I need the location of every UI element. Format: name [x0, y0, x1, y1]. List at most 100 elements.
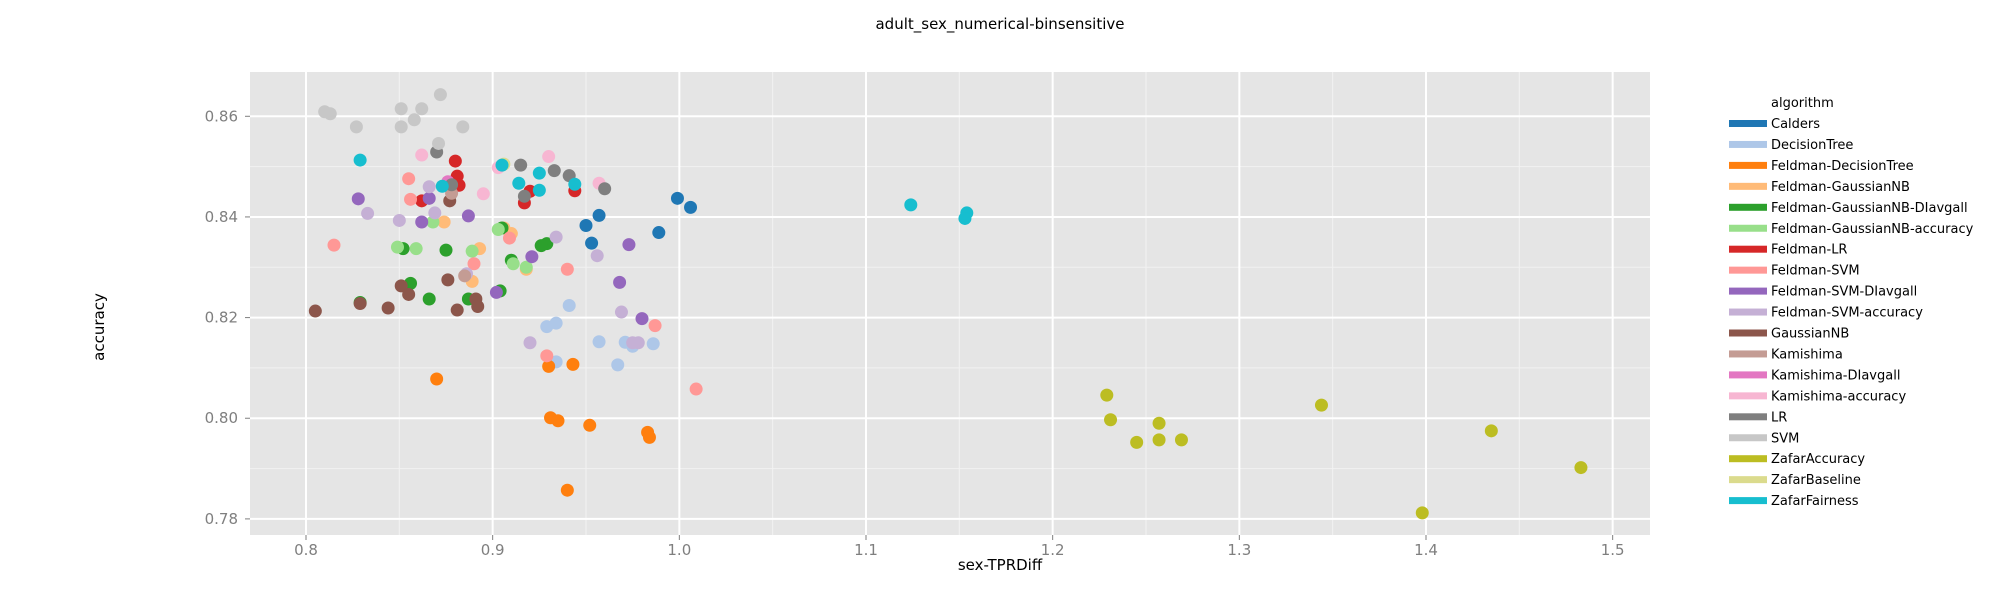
point-feldman-svm	[540, 349, 554, 363]
legend-swatch-feldman-decisiontree	[1729, 161, 1767, 169]
legend-swatch-kamishima-diavgall	[1729, 371, 1767, 379]
point-svm	[394, 102, 408, 116]
legend-swatch-feldman-gaussiannb-accuracy	[1729, 224, 1767, 232]
x-tick-label: 1.0	[667, 541, 691, 559]
point-feldman-svm	[502, 231, 516, 245]
point-svm	[394, 120, 408, 134]
point-zafaraccuracy	[1152, 416, 1166, 430]
point-gaussiannb	[353, 297, 367, 310]
point-decisiontree	[540, 320, 554, 334]
x-tick-label: 0.8	[294, 541, 318, 559]
point-zafarfairness	[904, 198, 918, 212]
legend-swatch-lr	[1729, 413, 1767, 421]
legend-swatch-feldman-gaussiannb-diavgall	[1729, 203, 1767, 211]
point-zafaraccuracy	[1415, 506, 1429, 520]
point-feldman-svm	[560, 262, 574, 276]
legend-swatch-decisiontree	[1729, 140, 1767, 148]
plot-area	[250, 72, 1650, 535]
point-zafarfairness	[495, 158, 509, 172]
point-zafarfairness	[353, 153, 367, 167]
x-axis-ticks: 0.8 0.9 1.0 1.1 1.2 1.3 1.4 1.5	[294, 535, 1625, 559]
grid-minor	[250, 72, 1650, 535]
legend-label-zafaraccuracy: ZafarAccuracy	[1771, 452, 1865, 467]
legend-swatch-kamishima	[1729, 350, 1767, 358]
legend-label-decisiontree: DecisionTree	[1771, 138, 1853, 153]
point-feldman-gaussiannb	[437, 215, 451, 229]
point-feldman-svm-diavgall	[422, 191, 436, 205]
point-lr	[517, 189, 531, 203]
legend-label-calders: Calders	[1771, 117, 1820, 132]
point-feldman-gaussiannb-accuracy	[506, 257, 520, 271]
data-points	[308, 88, 1588, 520]
point-feldman-svm-diavgall	[415, 215, 429, 229]
point-feldman-gaussiannb-accuracy	[491, 223, 505, 237]
point-feldman-svm-accuracy	[392, 213, 406, 227]
point-gaussiannb	[441, 273, 455, 287]
legend-swatch-gaussiannb	[1729, 329, 1767, 337]
point-feldman-decisiontree	[642, 430, 656, 444]
legend-label-zafarbaseline: ZafarBaseline	[1771, 473, 1861, 488]
point-kamishima-accuracy	[542, 150, 556, 164]
point-zafarfairness	[568, 177, 582, 191]
y-tick-label: 0.84	[205, 208, 238, 226]
point-feldman-svm-diavgall	[351, 192, 365, 206]
point-feldman-decisiontree	[583, 418, 597, 432]
legend-swatch-feldman-svm	[1729, 266, 1767, 274]
x-tick-label: 0.9	[481, 541, 505, 559]
point-feldman-svm-diavgall	[622, 238, 636, 252]
point-svm	[432, 136, 446, 150]
point-zafarfairness	[435, 179, 449, 193]
legend-label-feldman-svm-accuracy: Feldman-SVM-accuracy	[1771, 306, 1923, 321]
x-tick-label: 1.4	[1414, 541, 1438, 559]
point-calders	[579, 218, 593, 232]
legend-swatch-zafarfairness	[1729, 497, 1767, 505]
legend-swatch-svm	[1729, 434, 1767, 442]
point-kamishima-accuracy	[476, 187, 490, 201]
point-feldman-svm-diavgall	[613, 275, 627, 289]
legend-swatch-feldman-lr	[1729, 245, 1767, 253]
point-zafaraccuracy	[1130, 435, 1144, 449]
point-feldman-svm-accuracy	[626, 336, 640, 350]
point-lr	[514, 158, 528, 172]
point-calders	[592, 208, 606, 222]
point-zafaraccuracy	[1174, 433, 1188, 447]
legend-label-feldman-gaussiannb: Feldman-GaussianNB	[1771, 180, 1910, 195]
legend-title: algorithm	[1771, 96, 1834, 111]
legend-label-feldman-gaussiannb-accuracy: Feldman-GaussianNB-accuracy	[1771, 222, 1974, 237]
point-svm	[433, 88, 447, 102]
point-feldman-svm	[467, 257, 481, 271]
point-svm	[456, 120, 470, 134]
point-feldman-svm-accuracy	[590, 249, 604, 263]
point-feldman-gaussiannb-accuracy	[465, 244, 479, 258]
point-zafarfairness	[958, 211, 972, 225]
point-gaussiannb	[450, 303, 464, 317]
point-feldman-svm	[402, 172, 416, 186]
point-calders	[684, 200, 698, 214]
point-feldman-svm-accuracy	[523, 336, 537, 350]
legend-label-feldman-decisiontree: Feldman-DecisionTree	[1771, 159, 1914, 174]
point-feldman-svm-diavgall	[635, 312, 649, 326]
point-gaussiannb	[394, 279, 408, 293]
point-feldman-svm-diavgall	[461, 209, 475, 223]
y-tick-label: 0.78	[205, 510, 238, 528]
point-feldman-svm-accuracy	[549, 230, 563, 244]
chart-title: adult_sex_numerical-binsensitive	[875, 15, 1124, 34]
point-kamishima-accuracy	[415, 148, 429, 162]
point-decisiontree	[611, 358, 625, 372]
point-gaussiannb	[308, 304, 322, 318]
legend-label-svm: SVM	[1771, 431, 1799, 446]
point-feldman-svm	[327, 238, 341, 252]
point-feldman-svm-diavgall	[525, 250, 539, 264]
legend-label-feldman-svm: Feldman-SVM	[1771, 264, 1860, 279]
point-feldman-svm-accuracy	[361, 206, 375, 220]
point-feldman-svm	[404, 192, 418, 206]
grid-major	[250, 72, 1650, 535]
point-zafarfairness	[532, 166, 546, 180]
point-feldman-lr	[448, 154, 462, 168]
legend-swatch-feldman-gaussiannb	[1729, 182, 1767, 190]
point-svm	[349, 120, 363, 134]
legend-swatch-kamishima-accuracy	[1729, 392, 1767, 400]
legend-label-feldman-gaussiannb-diavgall: Feldman-GaussianNB-DIavgall	[1771, 201, 1968, 216]
legend-swatch-zafarbaseline	[1729, 476, 1767, 484]
